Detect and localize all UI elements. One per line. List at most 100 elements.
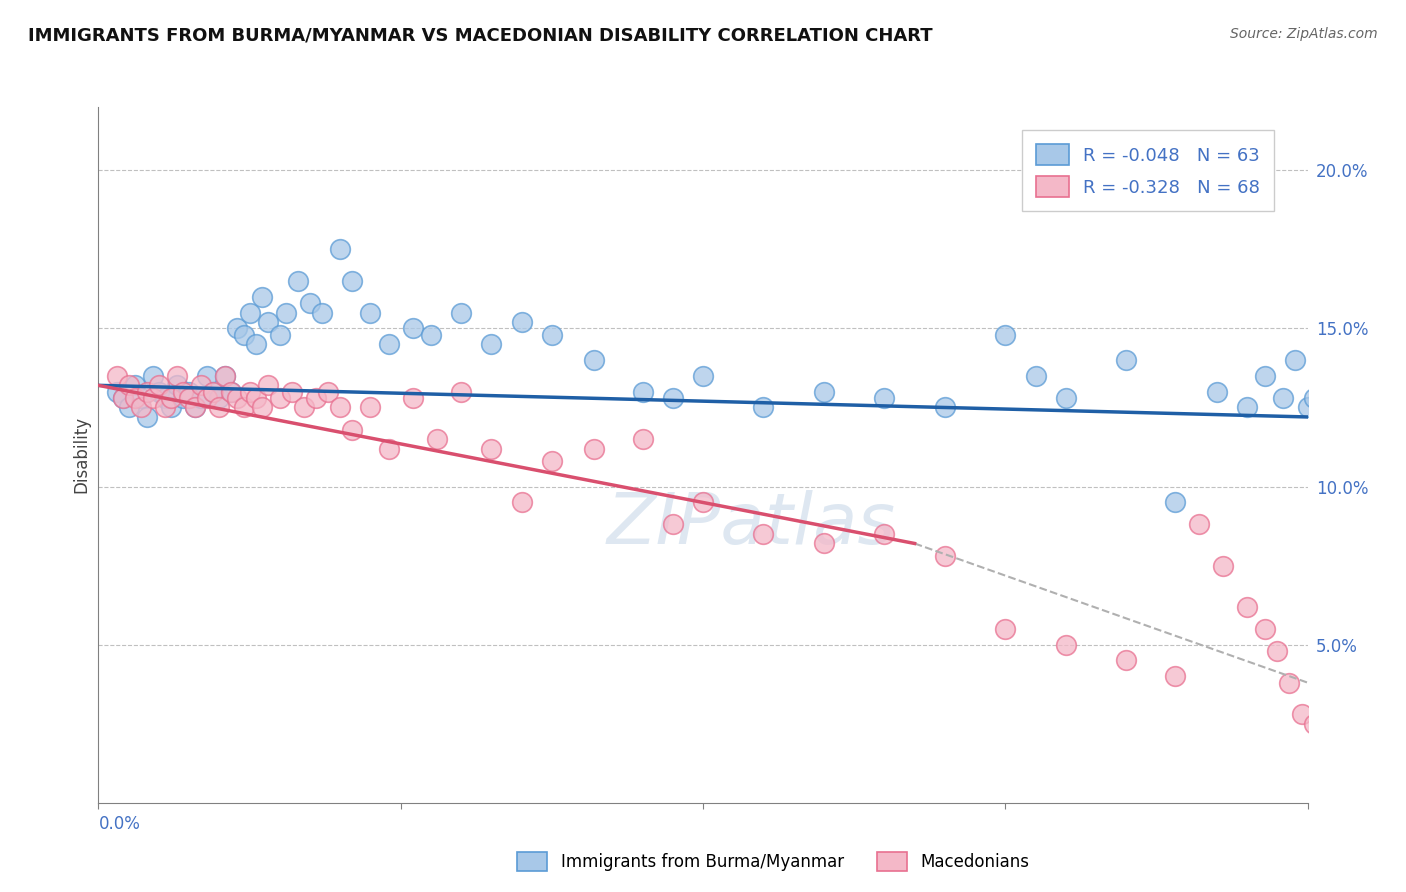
Point [329,243,352,257]
Point [662,391,685,405]
Point [208,391,231,405]
Point [377,337,399,351]
Point [402,321,425,335]
Point [1357,783,1379,797]
Point [135,384,157,399]
Point [1315,732,1337,747]
Point [214,368,236,383]
Point [1188,517,1211,532]
Point [124,391,146,405]
Point [245,391,267,405]
Point [813,536,835,550]
Point [195,368,218,383]
Point [1344,771,1367,785]
Point [1054,638,1077,652]
Point [377,442,399,456]
Point [1212,558,1234,573]
Point [269,327,291,342]
Point [342,274,364,288]
Legend: Immigrants from Burma/Myanmar, Macedonians: Immigrants from Burma/Myanmar, Macedonia… [509,843,1038,880]
Point [221,384,243,399]
Legend: R = -0.048   N = 63, R = -0.328   N = 68: R = -0.048 N = 63, R = -0.328 N = 68 [1022,130,1274,211]
Point [1206,384,1229,399]
Point [287,274,309,288]
Point [299,296,322,310]
Point [221,384,243,399]
Point [1272,391,1295,405]
Point [311,305,333,319]
Point [208,401,231,415]
Point [481,337,503,351]
Point [166,368,188,383]
Point [631,384,654,399]
Point [316,384,339,399]
Point [342,423,364,437]
Point [1327,163,1350,178]
Y-axis label: Disability: Disability [72,417,90,493]
Point [111,391,134,405]
Point [190,378,212,392]
Point [1054,391,1077,405]
Point [994,622,1017,636]
Point [510,495,533,509]
Point [190,391,212,405]
Point [752,401,775,415]
Point [256,315,278,329]
Point [172,391,194,405]
Point [148,384,170,399]
Point [184,401,207,415]
Point [1163,495,1185,509]
Point [583,442,606,456]
Point [129,391,152,405]
Point [148,378,170,392]
Point [752,527,775,541]
Point [239,305,262,319]
Point [179,391,201,405]
Point [510,315,533,329]
Point [813,384,835,399]
Point [540,327,562,342]
Point [195,391,218,405]
Point [360,401,382,415]
Point [934,401,956,415]
Point [239,384,262,399]
Point [1351,777,1374,791]
Point [281,384,304,399]
Point [142,368,165,383]
Point [1254,622,1277,636]
Point [1115,353,1137,368]
Point [184,401,207,415]
Text: ZIPatlas: ZIPatlas [607,490,896,559]
Point [226,391,249,405]
Point [274,305,297,319]
Point [873,527,896,541]
Point [111,391,134,405]
Point [118,378,141,392]
Point [1163,669,1185,683]
Point [135,409,157,424]
Point [662,517,685,532]
Text: Source: ZipAtlas.com: Source: ZipAtlas.com [1230,27,1378,41]
Point [1024,368,1046,383]
Point [292,401,315,415]
Point [256,378,278,392]
Point [166,378,188,392]
Point [1339,764,1361,779]
Point [426,432,449,446]
Point [214,368,236,383]
Point [631,432,654,446]
Point [172,384,194,399]
Point [1267,644,1289,658]
Point [873,391,896,405]
Point [1236,401,1258,415]
Point [1302,716,1324,731]
Point [129,401,152,415]
Point [124,378,146,392]
Point [226,321,249,335]
Point [160,401,183,415]
Point [481,442,503,456]
Point [250,290,273,304]
Point [329,401,352,415]
Point [1309,384,1331,399]
Point [1291,707,1313,722]
